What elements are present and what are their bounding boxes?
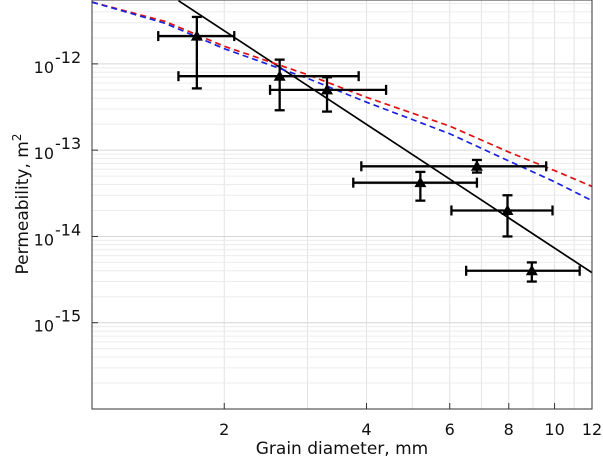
fit-line-black	[177, 0, 592, 274]
data-point	[352, 170, 479, 202]
data-point	[157, 15, 236, 90]
data-point	[450, 194, 554, 238]
x-tick-label: 4	[361, 420, 371, 439]
y-tick-exponent: -14	[55, 220, 81, 239]
data-point	[465, 261, 581, 283]
triangle-marker	[190, 30, 203, 41]
triangle-marker	[525, 264, 538, 276]
x-tick-label: 2	[219, 420, 229, 439]
triangle-marker	[501, 204, 514, 215]
plot-frame	[91, 0, 593, 410]
triangle-marker	[414, 176, 427, 188]
fit-lines	[92, 0, 592, 274]
data-point	[360, 158, 548, 174]
y-tick-label: 10	[34, 58, 54, 77]
y-tick-label: 10	[34, 317, 54, 336]
data-points	[157, 15, 581, 283]
triangle-marker	[321, 83, 334, 95]
y-tick-exponent: -12	[55, 48, 81, 67]
model-line-red	[92, 1, 592, 188]
plot-area	[92, 0, 592, 409]
y-tick-exponent: -13	[55, 134, 81, 153]
x-tick-label: 6	[445, 420, 455, 439]
x-axis-label: Grain diameter, mm	[256, 439, 428, 459]
x-tick-label: 12	[582, 420, 602, 439]
data-point	[268, 76, 388, 113]
y-tick-exponent: -15	[55, 307, 81, 326]
triangle-marker	[273, 70, 286, 81]
y-tick-label: 10	[34, 144, 54, 163]
y-tick-label: 10	[34, 230, 54, 249]
model-line-blue	[92, 1, 592, 202]
triangle-marker	[470, 160, 483, 171]
y-axis-label: Permeability, m2	[10, 134, 33, 275]
x-tick-label: 8	[504, 420, 514, 439]
x-tick-label: 10	[544, 420, 564, 439]
